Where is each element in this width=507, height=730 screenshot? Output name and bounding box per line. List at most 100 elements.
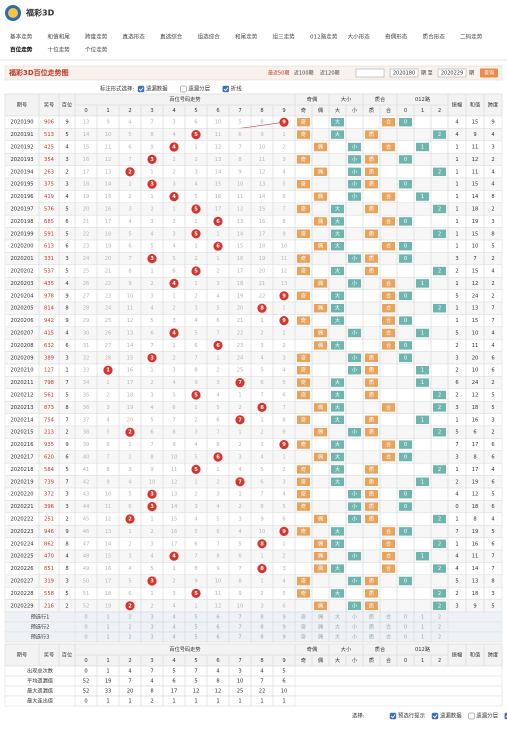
nav-tab[interactable]: 直选综合 xyxy=(160,33,183,41)
stats-value: 52 xyxy=(83,689,90,695)
query-button[interactable] xyxy=(480,68,498,78)
nav-tab[interactable]: 大小形态 xyxy=(348,33,371,41)
column-label: 质 xyxy=(369,106,374,114)
omission: 2 xyxy=(238,442,241,448)
recent-filter[interactable]: 最近50期 xyxy=(268,70,289,77)
attribute-value: 合 xyxy=(386,453,392,461)
nav-tab[interactable]: 组三走势 xyxy=(273,33,296,41)
omission: 1 xyxy=(282,541,285,547)
options-label: 标注形式选择: xyxy=(100,85,134,93)
omission: 7 xyxy=(128,256,131,262)
hit-digit: 4 xyxy=(172,281,176,287)
attribute-hit xyxy=(314,539,327,548)
nav-tab[interactable]: 奇偶形态 xyxy=(385,33,408,41)
checkbox[interactable] xyxy=(468,712,475,720)
nav-tab[interactable]: 和值和尾 xyxy=(48,33,71,41)
checkbox[interactable] xyxy=(180,85,187,93)
hundreds-digit: 3 xyxy=(65,256,68,262)
omission: 17 xyxy=(215,207,222,213)
to-input[interactable] xyxy=(437,68,467,78)
nav-tab[interactable]: 基本走势 xyxy=(10,33,33,41)
preselect-option: 大 xyxy=(335,623,340,631)
recent-filter[interactable]: 近120期 xyxy=(320,70,340,77)
issue: 2020223 xyxy=(10,529,33,535)
attribute-value: 偶 xyxy=(318,403,323,411)
omission: 3 xyxy=(194,169,197,175)
omission: 17 xyxy=(127,380,134,386)
omission: 3 xyxy=(150,219,153,225)
nav-tab[interactable]: 跨度走势 xyxy=(85,33,108,41)
attribute-value: 奇 xyxy=(301,378,306,386)
nav-tab[interactable]: 个位走势 xyxy=(85,46,108,54)
attribute-hit xyxy=(365,155,378,164)
attribute-hit xyxy=(348,254,361,263)
omission: 6 xyxy=(194,541,197,547)
attribute-value: 奇 xyxy=(301,229,306,237)
attribute-hit xyxy=(314,452,327,462)
check-mark xyxy=(138,87,144,92)
issue: 2020200 xyxy=(10,244,33,250)
draw-number: 216 xyxy=(44,603,54,609)
tail-value: 1 xyxy=(455,231,458,237)
tail-value: 4 xyxy=(455,132,459,138)
attribute-hit xyxy=(314,328,327,338)
nav-tab[interactable]: 质合形态 xyxy=(423,33,446,41)
nav-tab[interactable]: 百位走势 xyxy=(10,46,33,54)
period-select[interactable] xyxy=(355,68,385,78)
checkbox[interactable] xyxy=(137,85,145,93)
attribute-hit xyxy=(382,304,395,313)
tail-value: 5 xyxy=(491,393,494,399)
attribute-hit xyxy=(433,390,446,400)
check-mark xyxy=(390,714,396,719)
preselect-option: 奇 xyxy=(301,613,306,621)
checkbox[interactable] xyxy=(504,712,507,720)
recent-filter[interactable]: 近100期 xyxy=(294,70,314,77)
column-label: 6 xyxy=(216,658,219,664)
tail-value: 5 xyxy=(455,331,458,337)
preselect-option: 质 xyxy=(369,633,374,641)
omission: 14 xyxy=(105,182,112,188)
omission: 2 xyxy=(150,281,153,287)
attribute-hit xyxy=(365,465,378,474)
stats-value: 7 xyxy=(194,669,197,675)
omission: 26 xyxy=(83,281,90,287)
checkbox[interactable] xyxy=(389,712,397,720)
omission: 3 xyxy=(194,430,197,436)
tail-value: 7 xyxy=(491,306,494,312)
attribute-hit xyxy=(365,589,378,598)
from-input[interactable] xyxy=(389,68,419,78)
hit-digit: 8 xyxy=(260,566,264,572)
attribute-hit xyxy=(297,477,310,486)
omission: 6 xyxy=(282,393,285,399)
attribute-value: 大 xyxy=(335,391,340,399)
preselect-option: 3 xyxy=(150,625,153,631)
nav-tab[interactable]: 和尾走势 xyxy=(235,33,258,41)
hundreds-digit: 8 xyxy=(65,566,68,572)
omission: 1 xyxy=(282,455,285,461)
omission: 10 xyxy=(259,529,266,535)
omission: 2 xyxy=(260,591,263,597)
nav-tab[interactable]: 二码走势 xyxy=(460,33,483,41)
omission: 22 xyxy=(83,231,90,237)
nav-tab[interactable]: 直选形态 xyxy=(123,33,146,41)
cell[interactable] xyxy=(430,631,449,643)
omission: 3 xyxy=(282,566,285,572)
issue: 2020203 xyxy=(10,281,33,287)
attribute-hit xyxy=(297,266,310,276)
nav-tab[interactable]: 组选综合 xyxy=(198,33,221,41)
attribute-hit xyxy=(433,601,446,610)
group-title: 奇偶 xyxy=(307,95,317,103)
issue: 2020191 xyxy=(10,132,33,138)
hundreds-digit: 6 xyxy=(65,455,68,461)
nav-tab[interactable]: 012路走势 xyxy=(310,33,338,41)
nav-tab[interactable]: 十位走势 xyxy=(48,46,71,54)
attribute-value: 2 xyxy=(438,591,441,597)
hit-digit: 7 xyxy=(238,380,242,386)
draw-number: 537 xyxy=(44,269,54,275)
attribute-hit xyxy=(331,316,344,325)
omission: 4 xyxy=(150,231,154,237)
row-bg xyxy=(5,165,502,178)
checkbox[interactable] xyxy=(431,712,439,720)
checkbox[interactable] xyxy=(222,85,230,93)
omission: 2 xyxy=(194,492,197,498)
